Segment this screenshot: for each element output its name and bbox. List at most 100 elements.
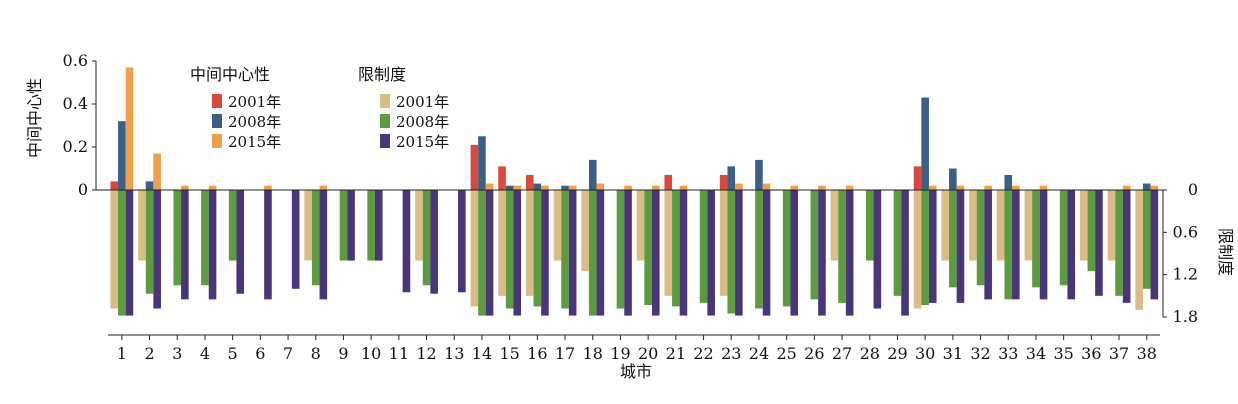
bar-bottom-2008年-city-16 (533, 190, 542, 307)
x-tick-label: 37 (1109, 344, 1129, 363)
x-axis-title: 城市 (620, 362, 652, 381)
bar-top-2015年-city-4 (208, 185, 217, 190)
bar-bottom-2015年-city-35 (1067, 190, 1076, 300)
bar-top-2015年-city-27 (845, 185, 854, 190)
bar-bottom-2015年-city-33 (1012, 190, 1020, 300)
bar-bottom-2008年-city-31 (949, 190, 957, 288)
x-tick-label: 25 (776, 344, 796, 363)
bar-top-2001年-city-1 (110, 181, 119, 190)
bar-top-2008年-city-14 (478, 136, 486, 190)
bar-bottom-2015年-city-37 (1122, 190, 1131, 303)
bar-top-2008年-city-33 (1004, 174, 1013, 190)
top-y-tick-label: 0.4 (63, 94, 88, 113)
bar-top-2015年-city-17 (568, 185, 577, 190)
top-y-axis-title: 中间中心性 (25, 78, 44, 158)
x-tick-label: 18 (583, 344, 603, 363)
bottom-y-axis-title: 限制度 (1216, 228, 1235, 276)
bottom-legend-swatch (380, 114, 390, 128)
x-tick-label: 36 (1081, 344, 1101, 363)
bar-bottom-2008年-city-15 (505, 190, 514, 309)
bar-bottom-2015年-city-2 (153, 190, 161, 309)
bar-top-2015年-city-38 (1150, 185, 1159, 190)
top-panel-bars (110, 67, 1159, 190)
bar-bottom-2015年-city-28 (873, 190, 882, 309)
bar-bottom-2008年-city-22 (699, 190, 708, 303)
bar-bottom-2015年-city-15 (513, 190, 522, 316)
x-tick-label: 17 (555, 344, 575, 363)
bar-bottom-2015年-city-11 (402, 190, 411, 293)
x-tick-label: 33 (998, 344, 1018, 363)
bottom-legend-label: 2001年 (396, 93, 449, 111)
bar-top-2008年-city-30 (921, 97, 929, 190)
top-legend-swatch (212, 94, 222, 108)
bottom-y-tick-label: 1.8 (1173, 307, 1198, 326)
bar-bottom-2015年-city-38 (1150, 190, 1159, 300)
bar-bottom-2015年-city-31 (956, 190, 965, 303)
bar-bottom-2008年-city-1 (118, 190, 126, 316)
x-tick-label: 19 (610, 344, 630, 363)
bar-bottom-2008年-city-36 (1087, 190, 1096, 272)
bar-bottom-2001年-city-34 (1024, 190, 1033, 261)
bar-bottom-2008年-city-2 (145, 190, 154, 294)
bar-bottom-2008年-city-27 (838, 190, 846, 303)
bar-bottom-2001年-city-23 (719, 190, 728, 296)
top-y-tick-label: 0.2 (63, 137, 88, 156)
bar-bottom-2001年-city-1 (110, 190, 119, 309)
bar-bottom-2001年-city-16 (525, 190, 534, 296)
x-tick-label: 26 (804, 344, 824, 363)
bar-top-2001年-city-30 (913, 166, 922, 190)
bar-bottom-2008年-city-38 (1142, 190, 1151, 289)
bar-bottom-2008年-city-26 (810, 190, 819, 300)
bar-top-2015年-city-2 (153, 153, 161, 190)
bar-bottom-2015年-city-12 (430, 190, 438, 294)
bar-top-2015年-city-30 (928, 185, 937, 190)
x-tick-label: 8 (311, 344, 321, 363)
bar-bottom-2001年-city-14 (470, 190, 479, 307)
bottom-panel-bars (110, 190, 1159, 316)
x-tick-label: 23 (721, 344, 741, 363)
x-tick-label: 38 (1137, 344, 1157, 363)
bar-bottom-2015年-city-24 (762, 190, 771, 316)
bar-bottom-2001年-city-17 (553, 190, 562, 261)
bar-bottom-2001年-city-37 (1107, 190, 1116, 261)
bar-bottom-2015年-city-13 (458, 190, 466, 293)
bottom-y-tick-label: 1.2 (1173, 265, 1198, 284)
bar-bottom-2008年-city-37 (1115, 190, 1123, 296)
bar-bottom-2015年-city-18 (596, 190, 605, 316)
bar-bottom-2001年-city-2 (138, 190, 146, 261)
x-tick-label: 30 (915, 344, 935, 363)
bar-top-2015年-city-21 (679, 185, 688, 190)
bar-top-2008年-city-17 (561, 185, 569, 190)
bar-bottom-2015年-city-8 (319, 190, 328, 300)
x-tick-label: 16 (527, 344, 547, 363)
bar-bottom-2015年-city-32 (984, 190, 992, 300)
bar-bottom-2015年-city-21 (679, 190, 688, 316)
bar-bottom-2015年-city-23 (735, 190, 743, 316)
bar-bottom-2015年-city-3 (181, 190, 189, 300)
bar-bottom-2008年-city-12 (422, 190, 431, 286)
x-tick-label: 35 (1053, 344, 1073, 363)
x-tick-label: 2 (144, 344, 154, 363)
bar-top-2015年-city-26 (818, 185, 826, 190)
bar-top-2015年-city-14 (485, 183, 494, 190)
bar-bottom-2008年-city-33 (1004, 190, 1013, 300)
bar-bottom-2001年-city-36 (1079, 190, 1088, 261)
bar-bottom-2008年-city-23 (727, 190, 736, 314)
bar-bottom-2015年-city-7 (291, 190, 300, 289)
bar-bottom-2008年-city-18 (588, 190, 597, 316)
top-y-tick-label: 0 (78, 180, 88, 199)
bar-bottom-2001年-city-33 (996, 190, 1005, 261)
x-tick-label: 3 (172, 344, 182, 363)
bar-bottom-2008年-city-17 (561, 190, 569, 309)
bar-bottom-2008年-city-19 (616, 190, 625, 309)
bar-bottom-2001年-city-31 (941, 190, 950, 261)
top-legend-swatch (212, 134, 222, 148)
bar-bottom-2015年-city-10 (374, 190, 383, 261)
bar-bottom-2001年-city-30 (913, 190, 922, 309)
x-tick-label: 13 (444, 344, 464, 363)
bar-bottom-2015年-city-25 (790, 190, 799, 316)
bar-top-2015年-city-20 (651, 185, 660, 190)
x-tick-label: 27 (832, 344, 852, 363)
bar-bottom-2015年-city-14 (485, 190, 494, 316)
bar-bottom-2001年-city-15 (498, 190, 506, 296)
